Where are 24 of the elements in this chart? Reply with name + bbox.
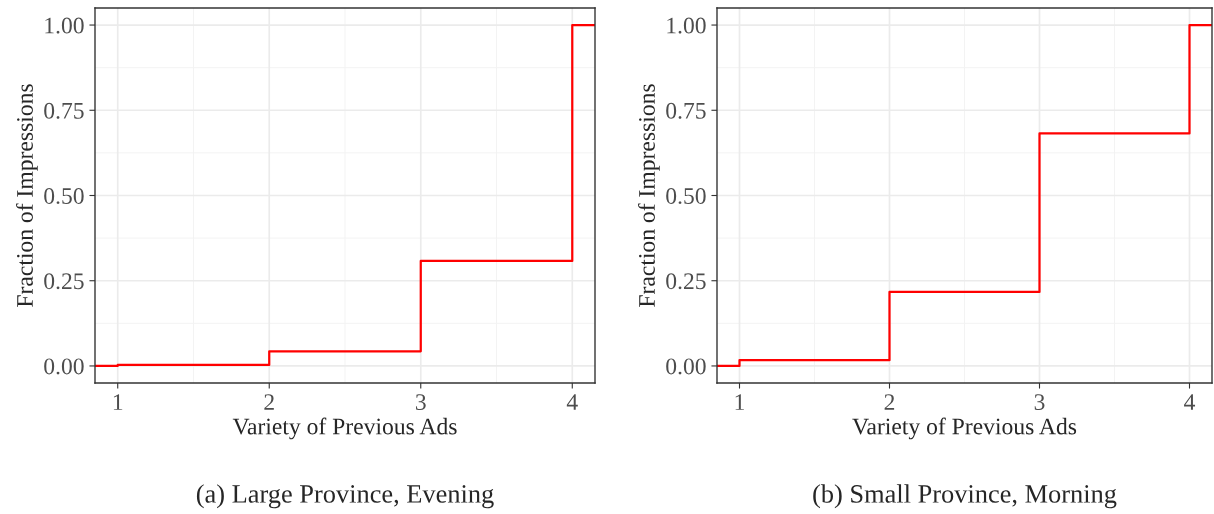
x-tick-label: 2 bbox=[264, 394, 274, 410]
y-tick-label: 0.50 bbox=[666, 187, 706, 205]
x-axis-title: Variety of Previous Ads bbox=[852, 417, 1077, 440]
x-tick-label: 3 bbox=[1034, 394, 1045, 411]
y-tick-label: 0.50 bbox=[44, 187, 84, 205]
x-tick-label: 1 bbox=[735, 394, 744, 410]
x-tick-label: 4 bbox=[1184, 394, 1196, 410]
y-axis-title: Fraction of Impressions bbox=[638, 84, 660, 307]
y-axis-title: Fraction of Impressions bbox=[16, 84, 38, 307]
y-tick-label: 0.00 bbox=[44, 358, 84, 375]
x-tick-label: 2 bbox=[884, 394, 895, 410]
y-tick-label: 0.25 bbox=[44, 273, 84, 290]
text: (b) Small Province, Morning bbox=[813, 484, 1117, 509]
x-tick-label: 4 bbox=[566, 394, 578, 410]
y-tick-label: 0.00 bbox=[666, 358, 706, 375]
y-tick-label: 0.75 bbox=[44, 102, 84, 119]
x-axis-title: Variety of Previous Ads bbox=[232, 417, 457, 440]
y-tick-label: 1.00 bbox=[667, 17, 706, 34]
text: (a) Large Province, Evening bbox=[196, 484, 494, 509]
y-tick-label: 0.75 bbox=[666, 102, 706, 119]
x-tick-label: 1 bbox=[113, 394, 123, 410]
y-tick-label: 1.00 bbox=[45, 17, 84, 34]
x-tick-label: 3 bbox=[415, 394, 426, 411]
y-tick-label: 0.25 bbox=[666, 273, 706, 290]
